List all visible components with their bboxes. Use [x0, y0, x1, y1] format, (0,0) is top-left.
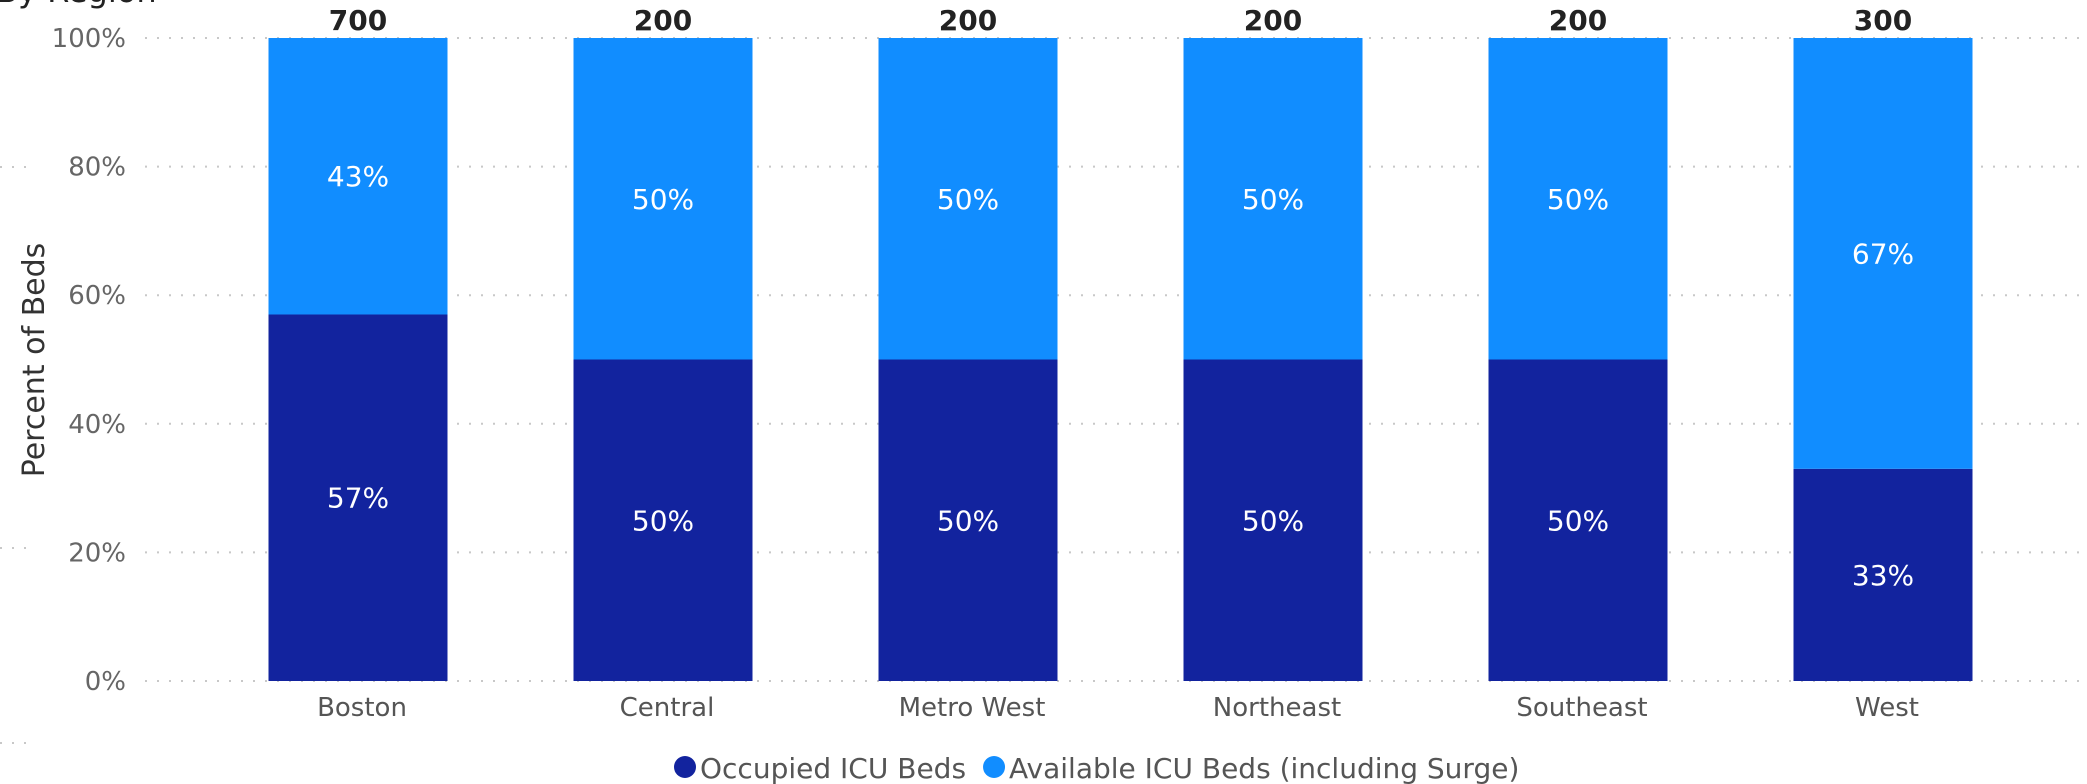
y-axis-title: Percent of Beds	[17, 243, 52, 478]
data-label: 33%	[1852, 559, 1914, 592]
y-tick-label: 80%	[68, 153, 126, 183]
bar-total-label: 200	[939, 4, 997, 37]
chart-title: By Region	[0, 0, 157, 10]
data-label: 67%	[1852, 237, 1914, 270]
bar-segment	[268, 38, 448, 315]
x-tick-label: Southeast	[1516, 693, 1647, 723]
bar-segment	[1793, 38, 1973, 469]
legend-marker	[983, 756, 1006, 778]
data-label: 50%	[1547, 183, 1609, 216]
bar-segment	[1183, 38, 1363, 360]
x-tick-label: Metro West	[899, 693, 1046, 723]
bar-segment	[1183, 359, 1363, 681]
bar-total-label: 200	[1549, 4, 1607, 37]
legend-marker	[674, 756, 696, 778]
bar-total-label: 200	[1244, 4, 1302, 37]
bar-total-label: 700	[329, 4, 387, 37]
bar-segment	[268, 314, 448, 681]
y-tick-label: 60%	[68, 281, 126, 311]
y-tick-label: 0%	[85, 667, 126, 697]
data-label: 50%	[937, 504, 999, 537]
bar-segment	[1488, 38, 1668, 360]
data-label: 50%	[632, 504, 694, 537]
bar-segment	[1488, 359, 1668, 681]
y-tick-label: 100%	[52, 24, 126, 54]
data-label: 50%	[937, 183, 999, 216]
bar-segment	[1793, 468, 1973, 681]
x-tick-label: Boston	[317, 693, 407, 723]
data-label: 50%	[1547, 504, 1609, 537]
x-tick-label: Central	[620, 693, 715, 723]
y-tick-label: 40%	[68, 410, 126, 440]
bar-segment	[573, 38, 753, 360]
legend: Occupied ICU Beds Available ICU Beds (inc…	[674, 752, 1519, 784]
x-tick-label: West	[1855, 693, 1919, 723]
data-label: 50%	[1242, 183, 1304, 216]
legend-label: Available ICU Beds (including Surge)	[1009, 752, 1519, 784]
data-label: 43%	[327, 160, 389, 193]
y-tick-label: 20%	[68, 538, 126, 568]
bar-segment	[878, 38, 1058, 360]
bar-total-label: 200	[634, 4, 692, 37]
bar-segment	[573, 359, 753, 681]
x-tick-label: Northeast	[1213, 693, 1341, 723]
bar-total-label: 300	[1854, 4, 1912, 37]
legend-label: Occupied ICU Beds	[700, 752, 966, 784]
data-label: 50%	[1242, 504, 1304, 537]
bar-segment	[878, 359, 1058, 681]
data-label: 50%	[632, 183, 694, 216]
data-label: 57%	[327, 482, 389, 515]
